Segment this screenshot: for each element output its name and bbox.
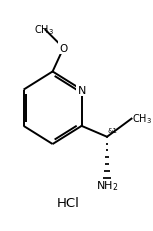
Text: O: O: [59, 44, 68, 54]
Text: CH$_3$: CH$_3$: [34, 23, 54, 36]
Text: NH$_2$: NH$_2$: [96, 179, 118, 192]
Text: CH$_3$: CH$_3$: [132, 111, 152, 125]
Text: HCl: HCl: [57, 196, 79, 209]
Text: &1: &1: [108, 128, 118, 134]
Text: N: N: [77, 85, 86, 95]
